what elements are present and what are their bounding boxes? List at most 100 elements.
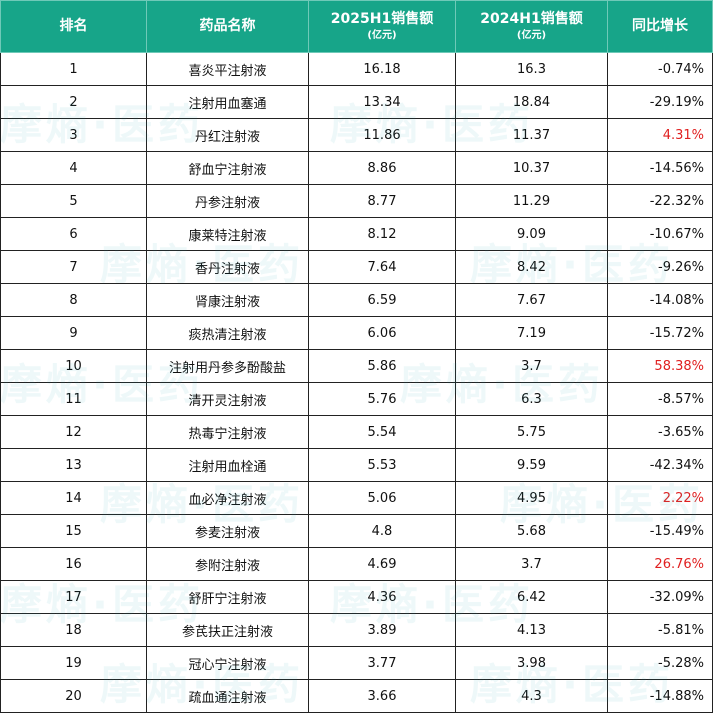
- drug-name-cell: 注射用丹参多酚酸盐: [146, 349, 309, 383]
- table-row: 12 热毒宁注射液 5.54 5.75 -3.65%: [0, 415, 713, 449]
- header-drug-name-label: 药品名称: [199, 18, 256, 35]
- sales-2024-cell: 18.84: [455, 85, 608, 119]
- sales-2025-cell: 5.53: [308, 448, 456, 482]
- growth-cell: -5.28%: [607, 646, 713, 680]
- header-growth: 同比增长: [607, 0, 713, 53]
- growth-cell: 58.38%: [607, 349, 713, 383]
- sales-2025-cell: 5.86: [308, 349, 456, 383]
- growth-cell: -14.56%: [607, 151, 713, 185]
- table-row: 7 香丹注射液 7.64 8.42 -9.26%: [0, 250, 713, 284]
- sales-2024-cell: 5.68: [455, 514, 608, 548]
- rank-cell: 2: [0, 85, 147, 119]
- drug-name-cell: 热毒宁注射液: [146, 415, 309, 449]
- header-sales-2024-unit: (亿元): [516, 29, 547, 41]
- growth-cell: -14.88%: [607, 679, 713, 713]
- sales-2024-cell: 3.7: [455, 349, 608, 383]
- rank-cell: 19: [0, 646, 147, 680]
- drug-name-cell: 血必净注射液: [146, 481, 309, 515]
- table-row: 20 疏血通注射液 3.66 4.3 -14.88%: [0, 679, 713, 713]
- sales-2025-cell: 7.64: [308, 250, 456, 284]
- growth-cell: 2.22%: [607, 481, 713, 515]
- sales-2024-cell: 6.3: [455, 382, 608, 416]
- growth-cell: -29.19%: [607, 85, 713, 119]
- growth-cell: -3.65%: [607, 415, 713, 449]
- table-row: 15 参麦注射液 4.8 5.68 -15.49%: [0, 514, 713, 548]
- rank-cell: 20: [0, 679, 147, 713]
- sales-2024-cell: 9.59: [455, 448, 608, 482]
- sales-2025-cell: 4.69: [308, 547, 456, 581]
- sales-2024-cell: 11.37: [455, 118, 608, 152]
- rank-cell: 10: [0, 349, 147, 383]
- table-row: 16 参附注射液 4.69 3.7 26.76%: [0, 547, 713, 581]
- sales-2025-cell: 4.36: [308, 580, 456, 614]
- rank-cell: 17: [0, 580, 147, 614]
- rank-cell: 14: [0, 481, 147, 515]
- drug-name-cell: 疏血通注射液: [146, 679, 309, 713]
- table-row: 8 肾康注射液 6.59 7.67 -14.08%: [0, 283, 713, 317]
- sales-2024-cell: 3.7: [455, 547, 608, 581]
- drug-name-cell: 参附注射液: [146, 547, 309, 581]
- rank-cell: 4: [0, 151, 147, 185]
- header-sales-2024-label: 2024H1销售额: [480, 11, 583, 28]
- rank-cell: 3: [0, 118, 147, 152]
- rank-cell: 15: [0, 514, 147, 548]
- table-row: 17 舒肝宁注射液 4.36 6.42 -32.09%: [0, 580, 713, 614]
- sales-2024-cell: 7.19: [455, 316, 608, 350]
- drug-name-cell: 注射用血塞通: [146, 85, 309, 119]
- growth-cell: -10.67%: [607, 217, 713, 251]
- header-rank: 排名: [0, 0, 147, 53]
- header-drug-name: 药品名称: [146, 0, 309, 53]
- drug-name-cell: 康莱特注射液: [146, 217, 309, 251]
- drug-name-cell: 清开灵注射液: [146, 382, 309, 416]
- rank-cell: 11: [0, 382, 147, 416]
- rank-cell: 7: [0, 250, 147, 284]
- sales-2025-cell: 5.54: [308, 415, 456, 449]
- sales-2025-cell: 3.66: [308, 679, 456, 713]
- sales-2024-cell: 4.3: [455, 679, 608, 713]
- sales-2025-cell: 6.59: [308, 283, 456, 317]
- drug-name-cell: 参芪扶正注射液: [146, 613, 309, 647]
- drug-name-cell: 冠心宁注射液: [146, 646, 309, 680]
- table-row: 5 丹参注射液 8.77 11.29 -22.32%: [0, 184, 713, 218]
- table-row: 9 痰热清注射液 6.06 7.19 -15.72%: [0, 316, 713, 350]
- sales-2024-cell: 16.3: [455, 52, 608, 86]
- growth-cell: -0.74%: [607, 52, 713, 86]
- growth-cell: -15.49%: [607, 514, 713, 548]
- growth-cell: 26.76%: [607, 547, 713, 581]
- table-row: 2 注射用血塞通 13.34 18.84 -29.19%: [0, 85, 713, 119]
- header-sales-2025-label: 2025H1销售额: [330, 11, 434, 28]
- drug-name-cell: 舒血宁注射液: [146, 151, 309, 185]
- table-row: 4 舒血宁注射液 8.86 10.37 -14.56%: [0, 151, 713, 185]
- table-row: 3 丹红注射液 11.86 11.37 4.31%: [0, 118, 713, 152]
- sales-2024-cell: 4.95: [455, 481, 608, 515]
- sales-2025-cell: 4.8: [308, 514, 456, 548]
- table-row: 19 冠心宁注射液 3.77 3.98 -5.28%: [0, 646, 713, 680]
- sales-2024-cell: 6.42: [455, 580, 608, 614]
- header-sales-2025-unit: (亿元): [367, 29, 397, 41]
- growth-cell: -9.26%: [607, 250, 713, 284]
- rank-cell: 13: [0, 448, 147, 482]
- drug-name-cell: 参麦注射液: [146, 514, 309, 548]
- growth-cell: -22.32%: [607, 184, 713, 218]
- rank-cell: 12: [0, 415, 147, 449]
- rank-cell: 16: [0, 547, 147, 581]
- table-body: 1 喜炎平注射液 16.18 16.3 -0.74% 2 注射用血塞通 13.34 18.84-…: [0, 52, 713, 713]
- sales-2025-cell: 8.12: [308, 217, 456, 251]
- sales-2024-cell: 8.42: [455, 250, 608, 284]
- growth-cell: -14.08%: [607, 283, 713, 317]
- growth-cell: -5.81%: [607, 613, 713, 647]
- drug-name-cell: 痰热清注射液: [146, 316, 309, 350]
- rank-cell: 9: [0, 316, 147, 350]
- rank-cell: 1: [0, 52, 147, 86]
- sales-2025-cell: 11.86: [308, 118, 456, 152]
- growth-cell: 4.31%: [607, 118, 713, 152]
- header-growth-label: 同比增长: [632, 18, 688, 35]
- drug-name-cell: 舒肝宁注射液: [146, 580, 309, 614]
- drug-name-cell: 丹参注射液: [146, 184, 309, 218]
- sales-2025-cell: 6.06: [308, 316, 456, 350]
- sales-2025-cell: 8.77: [308, 184, 456, 218]
- table-row: 6 康莱特注射液 8.12 9.09 -10.67%: [0, 217, 713, 251]
- table-row: 10 注射用丹参多酚酸盐 5.86 3.7 58.38%: [0, 349, 713, 383]
- header-rank-label: 排名: [59, 18, 88, 35]
